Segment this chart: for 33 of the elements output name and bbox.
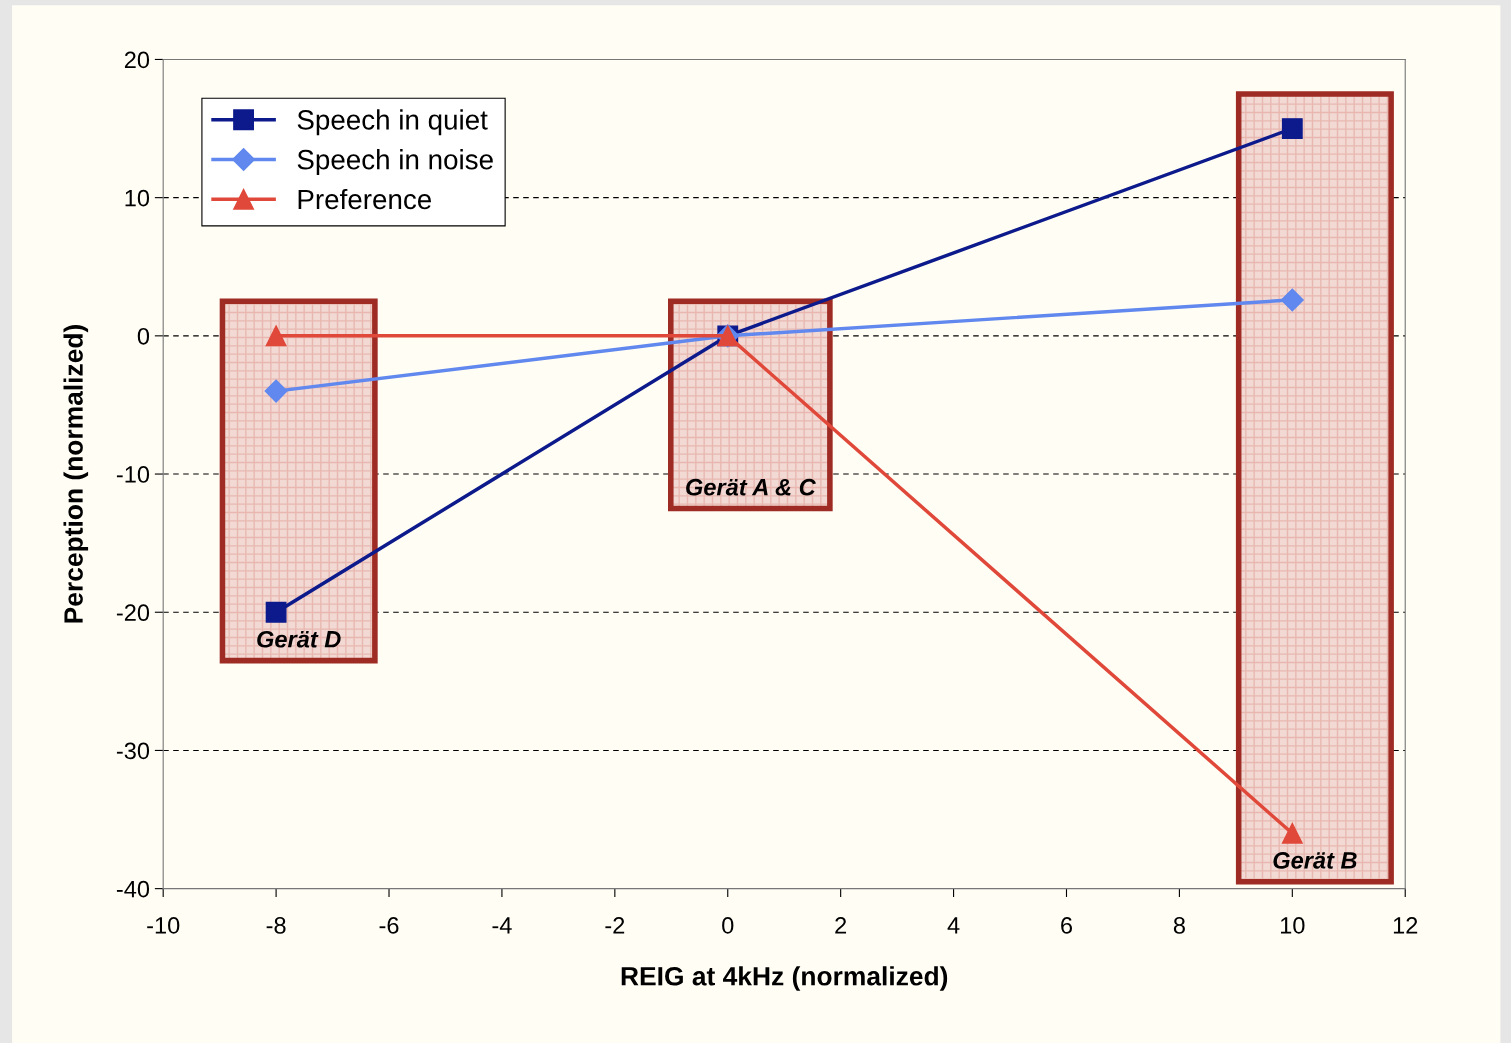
- y-tick-label: 10: [125, 189, 150, 207]
- legend-label: Speech in quiet: [297, 109, 488, 136]
- x-axis-title: REIG at 4kHz (normalized): [621, 966, 948, 991]
- point: [265, 325, 287, 347]
- point: [1280, 288, 1304, 312]
- legend-label: Speech in noise: [297, 149, 493, 175]
- y-tick-label: -30: [116, 742, 150, 760]
- x-tick-label: -4: [492, 917, 512, 934]
- point: [1281, 822, 1303, 844]
- x-tick-label: 10: [1280, 917, 1305, 934]
- y-tick-label: 0: [137, 327, 150, 345]
- x-tick-label: -10: [147, 917, 180, 934]
- point: [1281, 118, 1303, 139]
- x-tick-label: -6: [379, 917, 399, 934]
- x-tick-label: 6: [1061, 917, 1073, 934]
- x-tick-label: 2: [835, 917, 847, 934]
- x-tick-label: 12: [1393, 917, 1418, 934]
- y-axis-title: Perception (normalized): [63, 325, 89, 623]
- y-tick-label: -10: [116, 466, 150, 483]
- x-tick-label: 0: [722, 917, 734, 934]
- y-tick-label: 20: [124, 51, 150, 69]
- legend-label: Preference: [298, 188, 432, 210]
- point: [264, 379, 288, 403]
- annotation: Gerät B: [1273, 852, 1357, 869]
- y-tick-label: -40: [116, 880, 150, 898]
- point: [265, 601, 287, 623]
- y-tick-label: -20: [116, 604, 150, 622]
- annotation: Gerät A & C: [686, 478, 816, 496]
- x-tick-label: 4: [947, 917, 960, 934]
- x-tick-label: -8: [266, 917, 286, 934]
- x-tick-label: 8: [1173, 917, 1185, 934]
- annotation: Gerät D: [257, 630, 341, 648]
- x-tick-label: -2: [605, 917, 625, 934]
